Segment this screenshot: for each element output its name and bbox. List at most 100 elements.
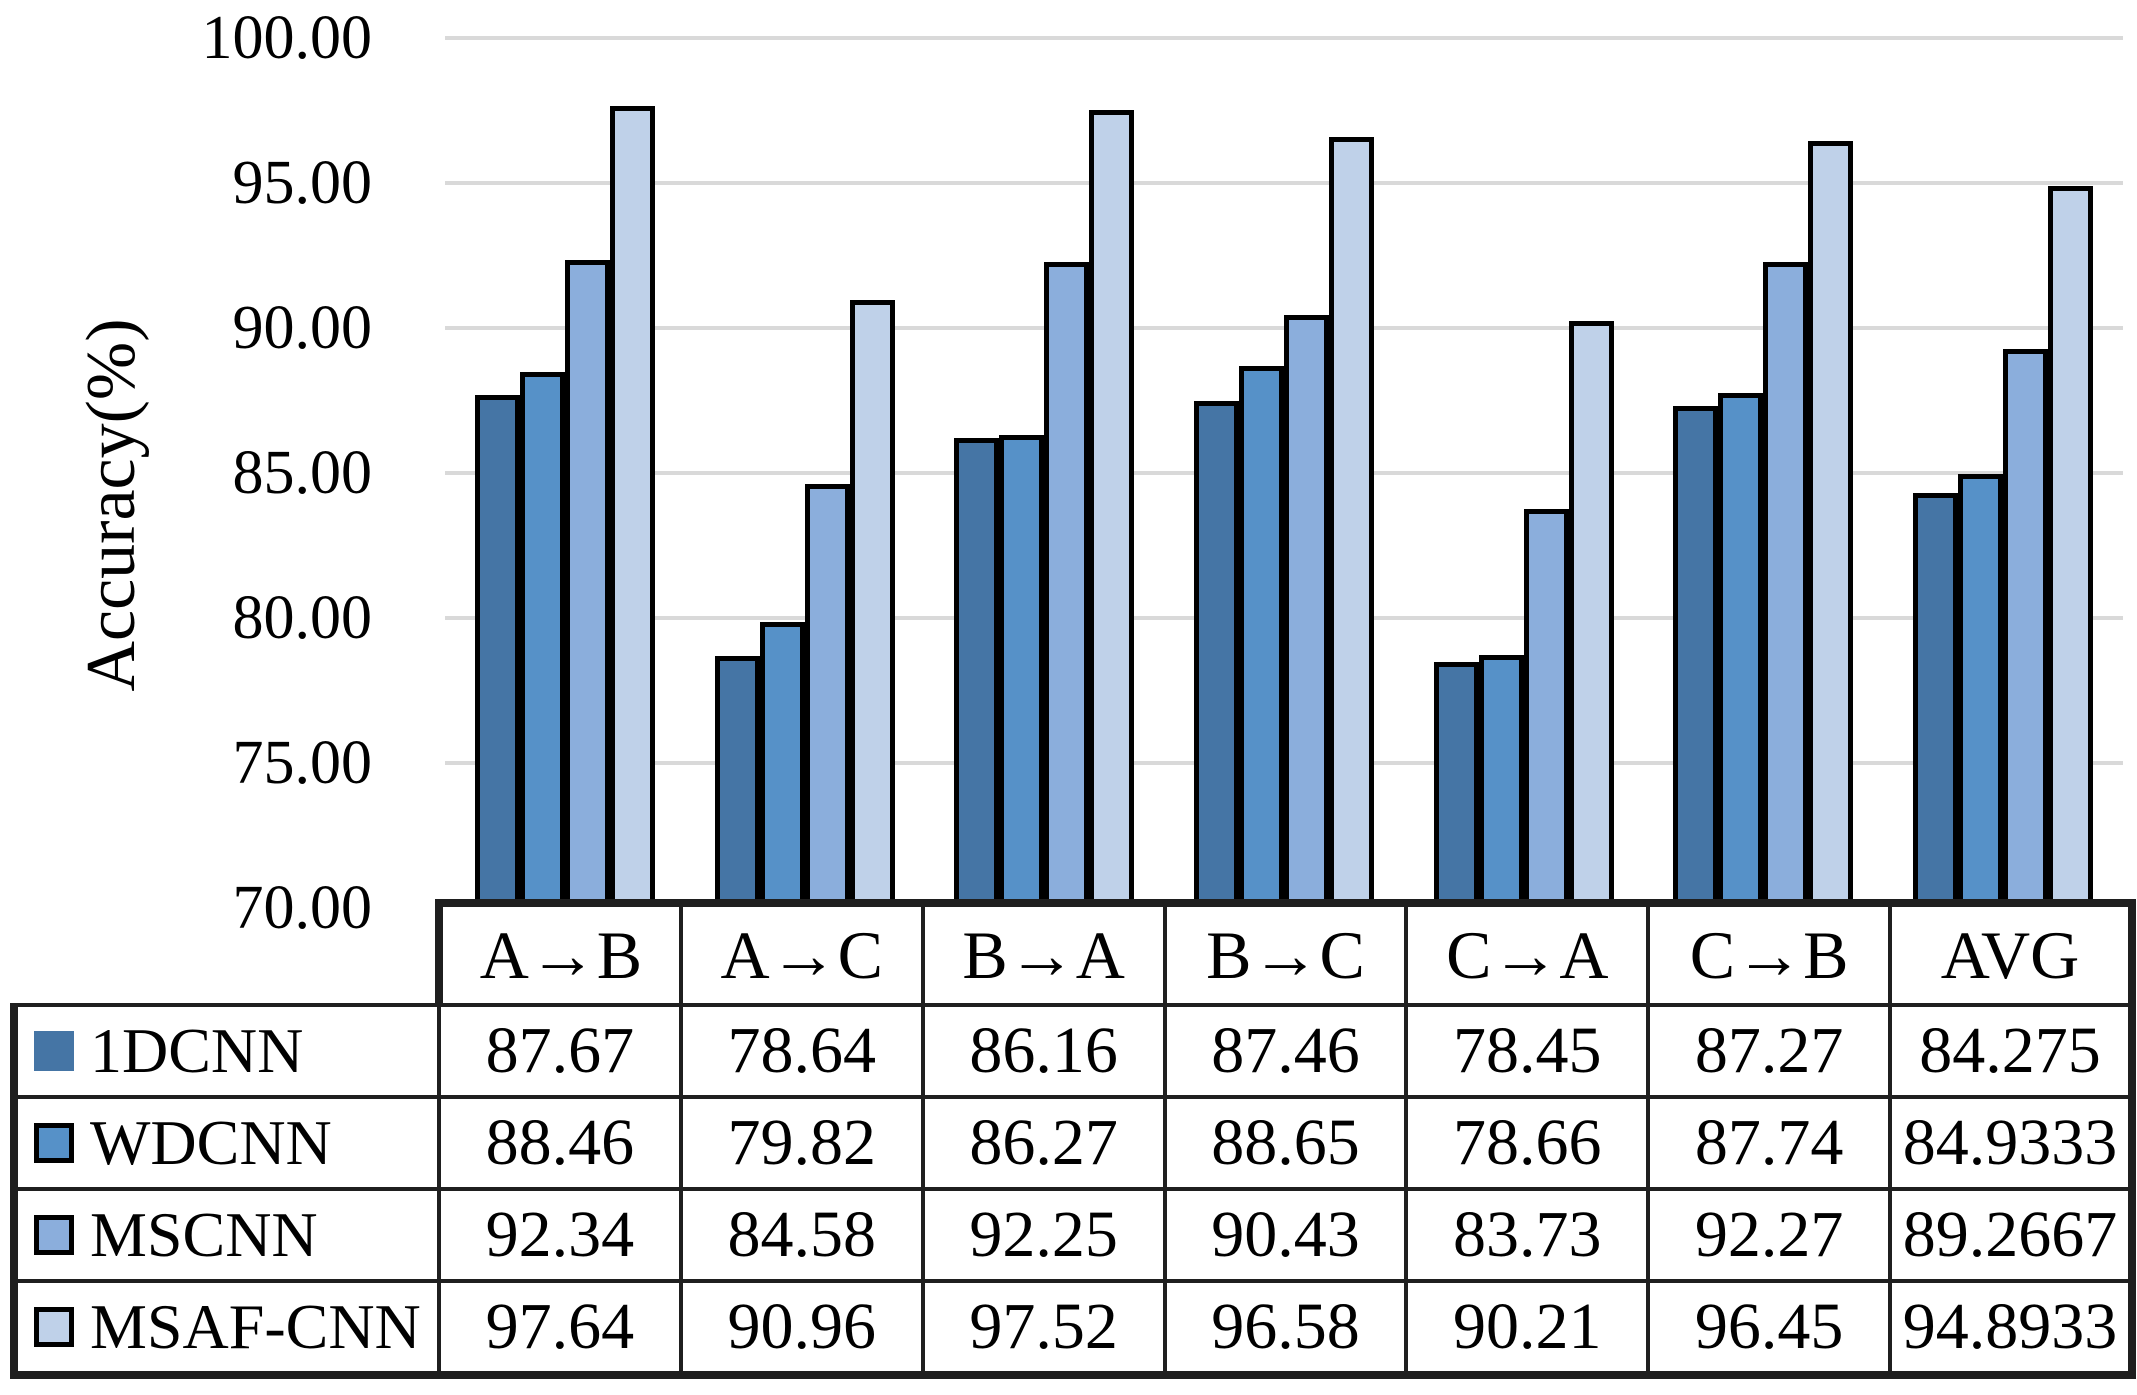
table-header-cell-B→C: B→C — [1162, 899, 1409, 1007]
table-value-WDCNN-B→C: 88.65 — [1162, 1095, 1409, 1191]
table-value-1DCNN-C→A: 78.45 — [1404, 1003, 1651, 1099]
bar-MSCNN-C→B — [1763, 261, 1809, 906]
gridline — [445, 181, 2123, 185]
legend-entry: MSCNN — [22, 1198, 435, 1272]
table-value-MSAF-CNN-AVG: 94.8933 — [1888, 1279, 2136, 1379]
table-value-WDCNN-AVG: 84.9333 — [1888, 1095, 2136, 1191]
table-value-MSAF-CNN-A→C: 90.96 — [678, 1279, 925, 1379]
bar-1DCNN-C→A — [1433, 661, 1479, 906]
table-value-MSCNN-C→B: 92.27 — [1646, 1187, 1893, 1283]
table-value-MSCNN-A→C: 84.58 — [678, 1187, 925, 1283]
bar-1DCNN-C→B — [1673, 406, 1719, 906]
bar-WDCNN-A→B — [519, 371, 565, 906]
bar-group-B→A — [924, 38, 1164, 906]
table-value-MSAF-CNN-B→C: 96.58 — [1162, 1279, 1409, 1379]
table-value-1DCNN-B→C: 87.46 — [1162, 1003, 1409, 1099]
table-row-MSCNN: MSCNN 92.34 84.58 92.25 90.43 83.73 92.27 89.26… — [10, 1187, 2136, 1283]
bar-1DCNN-AVG — [1913, 492, 1959, 906]
table-value-MSAF-CNN-A→B: 97.64 — [437, 1279, 683, 1379]
legend-entry: MSAF-CNN — [22, 1290, 435, 1364]
bar-group-C→B — [1644, 38, 1884, 906]
bar-MSAF-CNN-C→A — [1568, 321, 1614, 906]
bar-group-C→A — [1404, 38, 1644, 906]
legend-label: MSAF-CNN — [90, 1291, 421, 1362]
bar-MSAF-CNN-A→C — [849, 299, 895, 906]
table-header-row: A→B A→C B→A B→C C→A C→B AVG — [14, 899, 2136, 1007]
table-corner-empty — [14, 903, 439, 1005]
legend-cell-WDCNN: WDCNN — [10, 1095, 441, 1191]
bar-group-AVG — [1883, 38, 2123, 906]
y-tick-label: 80.00 — [232, 584, 373, 652]
legend-swatch-icon — [34, 1215, 74, 1255]
bar-MSCNN-B→C — [1284, 314, 1330, 906]
table-value-MSCNN-AVG: 89.2667 — [1888, 1187, 2136, 1283]
bar-groups — [445, 38, 2123, 906]
bar-WDCNN-AVG — [1958, 473, 2004, 906]
plot-area — [445, 36, 2123, 906]
table-value-MSCNN-B→C: 90.43 — [1162, 1187, 1409, 1283]
table-value-MSCNN-B→A: 92.25 — [920, 1187, 1167, 1283]
bar-WDCNN-C→A — [1478, 655, 1524, 906]
bar-WDCNN-B→C — [1239, 366, 1285, 906]
table-value-1DCNN-B→A: 86.16 — [920, 1003, 1167, 1099]
table-value-1DCNN-AVG: 84.275 — [1888, 1003, 2136, 1099]
legend-label: WDCNN — [90, 1107, 332, 1178]
table-value-WDCNN-B→A: 86.27 — [920, 1095, 1167, 1191]
bar-WDCNN-A→C — [759, 621, 805, 906]
table-value-1DCNN-A→B: 87.67 — [437, 1003, 683, 1099]
table-value-WDCNN-A→C: 79.82 — [678, 1095, 925, 1191]
table-value-MSCNN-C→A: 83.73 — [1404, 1187, 1651, 1283]
y-tick-label: 100.00 — [201, 4, 373, 72]
gridline — [445, 36, 2123, 40]
bar-MSCNN-B→A — [1044, 262, 1090, 906]
bar-group-B→C — [1164, 38, 1404, 906]
table-value-WDCNN-C→A: 78.66 — [1404, 1095, 1651, 1191]
bar-WDCNN-B→A — [999, 435, 1045, 906]
legend-label: MSCNN — [90, 1199, 318, 1270]
table-value-WDCNN-C→B: 87.74 — [1646, 1095, 1893, 1191]
bar-1DCNN-B→A — [954, 438, 1000, 906]
table-header-cell-C→B: C→B — [1646, 899, 1893, 1007]
table-value-MSAF-CNN-B→A: 97.52 — [920, 1279, 1167, 1379]
bar-1DCNN-A→B — [474, 394, 520, 906]
bar-MSCNN-C→A — [1523, 508, 1569, 906]
bar-MSAF-CNN-C→B — [1808, 140, 1854, 906]
bar-MSCNN-A→C — [804, 484, 850, 906]
legend-entry: 1DCNN — [22, 1014, 435, 1088]
legend-entry: WDCNN — [22, 1106, 435, 1180]
data-table: A→B A→C B→A B→C C→A C→B AVG 1DCNN 87.67 78.64 86.1… — [10, 899, 2136, 1379]
table-header-cell-A→C: A→C — [678, 899, 925, 1007]
table-header-cell-C→A: C→A — [1404, 899, 1651, 1007]
table-value-MSCNN-A→B: 92.34 — [437, 1187, 683, 1283]
table-value-WDCNN-A→B: 88.46 — [437, 1095, 683, 1191]
legend-cell-1DCNN: 1DCNN — [10, 1003, 441, 1099]
bar-group-A→C — [685, 38, 925, 906]
bar-1DCNN-B→C — [1194, 400, 1240, 906]
bar-MSAF-CNN-B→C — [1329, 136, 1375, 906]
legend-cell-MSCNN: MSCNN — [10, 1187, 441, 1283]
table-value-1DCNN-A→C: 78.64 — [678, 1003, 925, 1099]
bar-MSAF-CNN-B→A — [1089, 109, 1135, 906]
table-header-cell-B→A: B→A — [920, 899, 1167, 1007]
table-value-MSAF-CNN-C→B: 96.45 — [1646, 1279, 1893, 1379]
bar-MSAF-CNN-AVG — [2048, 185, 2094, 906]
bar-MSCNN-A→B — [564, 259, 610, 906]
table-header-cell-A→B: A→B — [435, 899, 683, 1007]
bar-WDCNN-C→B — [1718, 392, 1764, 906]
legend-swatch-icon — [34, 1031, 74, 1071]
table-row-1DCNN: 1DCNN 87.67 78.64 86.16 87.46 78.45 87.27 84.27… — [10, 1003, 2136, 1099]
y-tick-label: 85.00 — [232, 439, 373, 507]
table-row-MSAF-CNN: MSAF-CNN 97.64 90.96 97.52 96.58 90.21 96.45 94… — [10, 1279, 2136, 1379]
table-value-1DCNN-C→B: 87.27 — [1646, 1003, 1893, 1099]
legend-label: 1DCNN — [90, 1015, 304, 1086]
y-tick-label: 70.00 — [232, 874, 373, 942]
y-tick-label: 95.00 — [232, 149, 373, 217]
table-value-MSAF-CNN-C→A: 90.21 — [1404, 1279, 1651, 1379]
bar-MSCNN-AVG — [2003, 348, 2049, 906]
gridline — [445, 326, 2123, 330]
table-row-WDCNN: WDCNN 88.46 79.82 86.27 88.65 78.66 87.74 84.93… — [10, 1095, 2136, 1191]
legend-swatch-icon — [34, 1123, 74, 1163]
legend-swatch-icon — [34, 1307, 74, 1347]
bar-MSAF-CNN-A→B — [609, 106, 655, 906]
